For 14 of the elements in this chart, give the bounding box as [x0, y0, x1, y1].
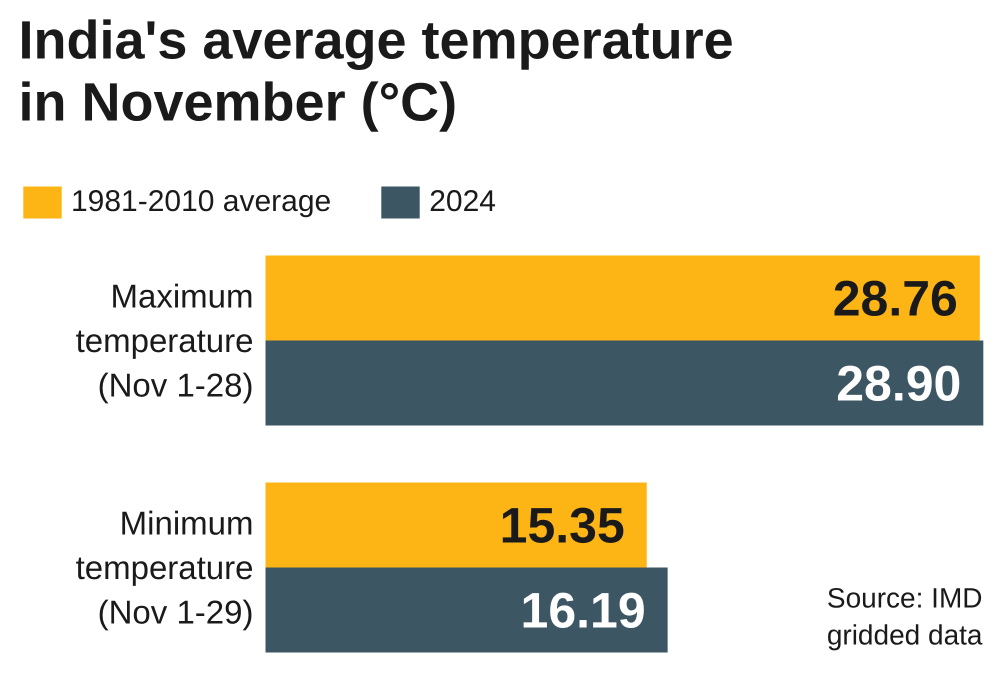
bar — [266, 340, 984, 426]
bar — [266, 482, 647, 568]
chart-title: India's average temperature in November (°C) — [18, 10, 734, 132]
data-label: 15.35 — [500, 498, 625, 554]
bar — [266, 568, 668, 652]
data-label: 16.19 — [520, 582, 646, 638]
data-label: 28.90 — [836, 356, 962, 412]
annotation: Source: IMD gridded data — [826, 582, 983, 650]
bar — [266, 256, 980, 340]
y-tick-label: Maximum temperature (Nov 1-28) — [76, 278, 254, 404]
legend-label: 2024 — [429, 184, 496, 220]
legend-label: 1981-2010 average — [71, 184, 332, 220]
y-tick-label: Minimum temperature (Nov 1-29) — [76, 504, 254, 630]
data-label: 28.76 — [832, 270, 958, 326]
